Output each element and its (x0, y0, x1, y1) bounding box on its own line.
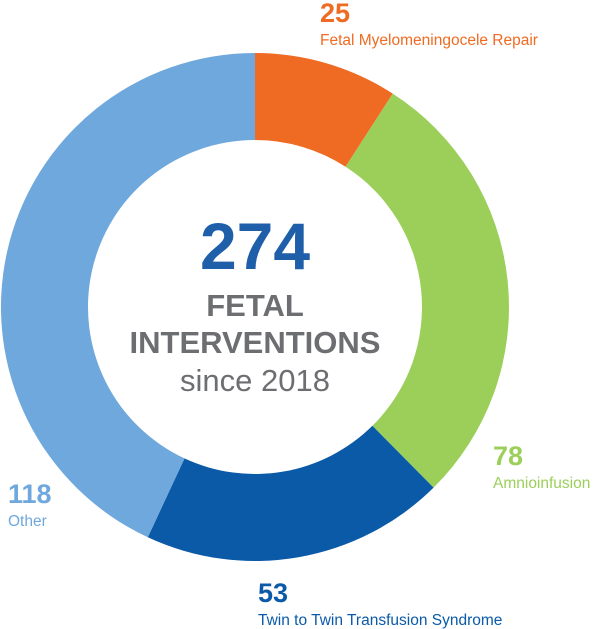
center-label-line3: since 2018 (180, 363, 330, 398)
center-total: 274 (200, 209, 310, 283)
center-label-line1: FETAL (206, 288, 304, 323)
slice-name-label: Twin to Twin Transfusion Syndrome (258, 612, 502, 629)
slice-value-label: 118 (8, 479, 52, 509)
donut-slice-0 (255, 53, 393, 167)
donut-slice-1 (345, 93, 510, 488)
slice-name-label: Other (8, 513, 47, 530)
donut-slice-2 (147, 425, 434, 561)
donut-slices (1, 53, 510, 561)
donut-slice-3 (1, 53, 255, 538)
center-label-line2: INTERVENTIONS (130, 325, 381, 360)
slice-value-label: 78 (493, 441, 523, 471)
slice-value-label: 53 (258, 578, 288, 608)
slice-name-label: Fetal Myelomeningocele Repair (320, 32, 538, 49)
slice-value-label: 25 (320, 0, 350, 28)
slice-name-label: Amnioinfusion (493, 475, 590, 492)
